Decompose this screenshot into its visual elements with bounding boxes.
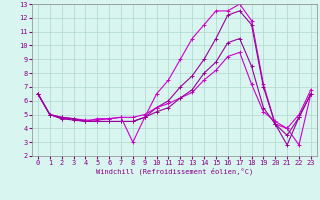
X-axis label: Windchill (Refroidissement éolien,°C): Windchill (Refroidissement éolien,°C)	[96, 168, 253, 175]
